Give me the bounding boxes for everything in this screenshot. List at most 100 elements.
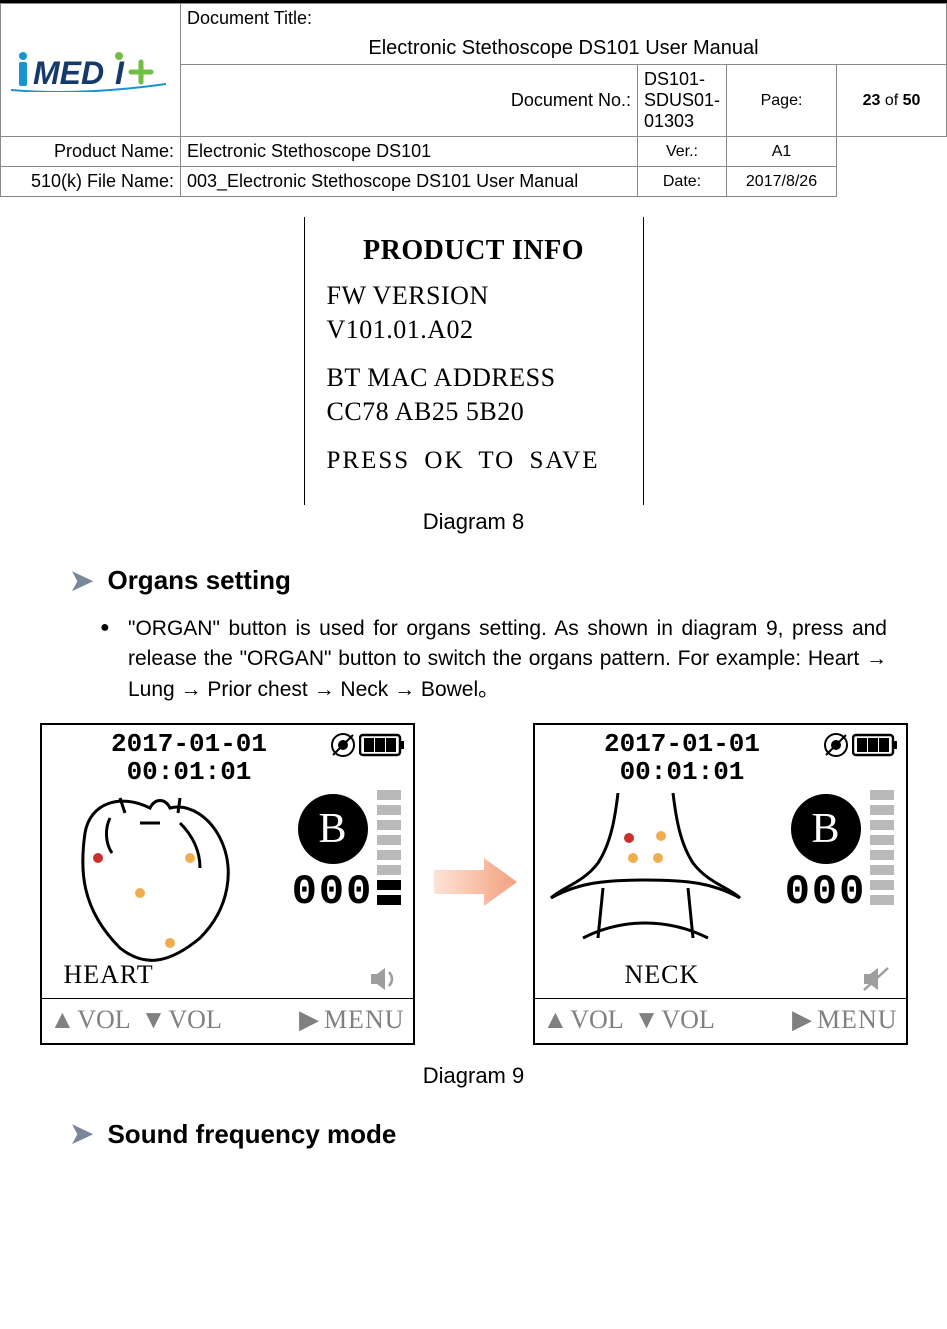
battery-icon	[852, 732, 898, 758]
triangle-right-icon: ▶	[299, 1005, 320, 1035]
level-bar	[377, 835, 401, 845]
press-ok-to-save: PRESS OK TO SAVE	[327, 447, 621, 475]
panel-bottom: ▲ VOL ▼ VOL ▶ MENU	[42, 998, 413, 1043]
doc-no-label: Document No.:	[181, 65, 638, 137]
datetime-block: 2017-01-01 00:01:01	[543, 731, 822, 786]
datetime-block: 2017-01-01 00:01:01	[50, 731, 329, 786]
date-value: 2017-01-01	[50, 731, 329, 758]
sentence-end: 。	[478, 678, 499, 701]
fw-version-label: FW VERSION	[327, 281, 621, 311]
vol-down-label: VOL	[661, 1005, 714, 1035]
vol-up-label: VOL	[570, 1005, 623, 1035]
chevron-right-icon: ➤	[70, 567, 93, 595]
svg-text:MED: MED	[33, 55, 104, 91]
diagram9-row: 2017-01-01 00:01:01	[30, 723, 917, 1045]
page-of: of	[885, 92, 898, 109]
date: 2017/8/26	[727, 167, 837, 197]
date-value: 2017-01-01	[543, 731, 822, 758]
date-label: Date:	[637, 167, 726, 197]
level-bar	[377, 805, 401, 815]
doc-title: Electronic Stethoscope DS101 User Manual	[187, 29, 940, 60]
product-info-title: PRODUCT INFO	[327, 235, 621, 267]
level-bar	[870, 895, 894, 905]
panel-heart: 2017-01-01 00:01:01	[40, 723, 415, 1045]
svg-text:I: I	[115, 55, 125, 91]
page: MED I Document Title: Electronic Stethos…	[0, 0, 947, 1208]
organs-setting-paragraph: "ORGAN" button is used for organs settin…	[128, 614, 887, 705]
diagram9-caption: Diagram 9	[30, 1063, 917, 1089]
time-value: 00:01:01	[543, 759, 822, 786]
panel-top: 2017-01-01 00:01:01	[535, 725, 906, 788]
paragraph-text: "ORGAN" button is used for organs settin…	[128, 617, 887, 670]
triangle-down-icon: ▼	[141, 1005, 167, 1035]
mode-badge: B	[791, 794, 861, 864]
organ-label-left: HEART	[64, 960, 154, 990]
panel-bottom: ▲ VOL ▼ VOL ▶ MENU	[535, 998, 906, 1043]
level-bar	[377, 790, 401, 800]
logo-cell: MED I	[1, 4, 181, 137]
transition-arrow	[425, 852, 523, 917]
ver-label: Ver.:	[637, 137, 726, 167]
volume-level-bars	[377, 790, 401, 905]
level-bar	[377, 865, 401, 875]
record-mute-icon	[822, 731, 850, 759]
menu-label: MENU	[817, 1005, 898, 1035]
status-icons	[329, 731, 405, 759]
organ-label-right: NECK	[625, 960, 700, 990]
level-bar	[870, 865, 894, 875]
status-icons	[822, 731, 898, 759]
doc-metadata-table: MED I Document Title: Electronic Stethos…	[0, 3, 947, 197]
diagram8-screen: PRODUCT INFO FW VERSION V101.01.A02 BT M…	[304, 217, 644, 505]
panel-mid: B 000 HEART	[42, 788, 413, 998]
doc-title-cell: Document Title: Electronic Stethoscope D…	[181, 4, 947, 65]
doc-no: DS101-SDUS01-01303	[637, 65, 726, 137]
panel-neck: 2017-01-01 00:01:01	[533, 723, 908, 1045]
mode-badge: B	[298, 794, 368, 864]
file-name-label: 510(k) File Name:	[1, 167, 181, 197]
vol-up-button[interactable]: ▲ VOL	[543, 1005, 624, 1035]
vol-down-button[interactable]: ▼ VOL	[634, 1005, 715, 1035]
page-current: 23	[863, 92, 881, 109]
speaker-icon	[369, 966, 399, 992]
menu-button[interactable]: ▶ MENU	[792, 1005, 898, 1035]
organs-setting-title: Organs setting	[107, 565, 290, 596]
level-bar	[870, 850, 894, 860]
vol-down-label: VOL	[168, 1005, 221, 1035]
triangle-up-icon: ▲	[50, 1005, 76, 1035]
triangle-up-icon: ▲	[543, 1005, 569, 1035]
counter: 000	[785, 868, 867, 916]
record-mute-icon	[329, 731, 357, 759]
page-total: 50	[903, 92, 921, 109]
level-bar	[870, 805, 894, 815]
organs-setting-heading: ➤ Organs setting	[70, 565, 917, 596]
menu-label: MENU	[324, 1005, 405, 1035]
level-bar	[870, 790, 894, 800]
product-name-label: Product Name:	[1, 137, 181, 167]
fw-version-value: V101.01.A02	[327, 315, 621, 345]
triangle-down-icon: ▼	[634, 1005, 660, 1035]
sound-frequency-heading: ➤ Sound frequency mode	[70, 1119, 917, 1150]
page-label: Page:	[727, 65, 837, 137]
menu-button[interactable]: ▶ MENU	[299, 1005, 405, 1035]
sound-frequency-title: Sound frequency mode	[107, 1119, 396, 1150]
speaker-mute-icon	[862, 966, 892, 992]
level-bar	[377, 820, 401, 830]
imedi-logo: MED I	[11, 48, 171, 92]
file-name: 003_Electronic Stethoscope DS101 User Ma…	[181, 167, 638, 197]
level-bar	[870, 835, 894, 845]
page-number: 23 of 50	[837, 65, 947, 137]
level-bar	[377, 880, 401, 890]
product-name: Electronic Stethoscope DS101	[181, 137, 638, 167]
doc-title-label: Document Title:	[187, 8, 312, 28]
volume-level-bars	[870, 790, 894, 905]
battery-icon	[359, 732, 405, 758]
panel-top: 2017-01-01 00:01:01	[42, 725, 413, 788]
level-bar	[377, 850, 401, 860]
panel-mid: B 000 NECK	[535, 788, 906, 998]
arrow-right-icon	[429, 852, 519, 912]
diagram8-caption: Diagram 8	[30, 509, 917, 535]
level-bar	[377, 895, 401, 905]
vol-down-button[interactable]: ▼ VOL	[141, 1005, 222, 1035]
level-bar	[870, 880, 894, 890]
vol-up-button[interactable]: ▲ VOL	[50, 1005, 131, 1035]
